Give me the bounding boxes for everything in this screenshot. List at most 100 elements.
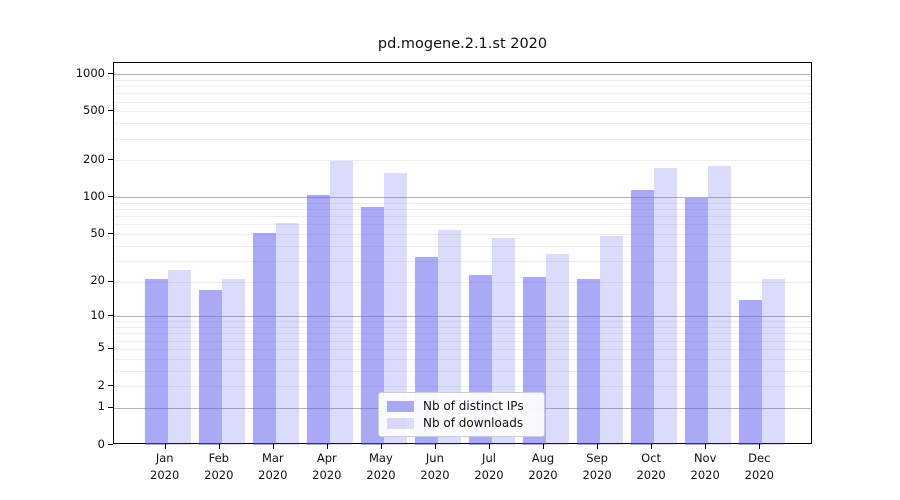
y-tick-label-5: 5: [97, 340, 105, 355]
legend-entry-downloads: Nb of downloads: [387, 416, 536, 430]
y-tick-label-500: 500: [83, 102, 105, 117]
y-tick-mark-2: [108, 385, 113, 387]
gridline-minor-7: [114, 333, 811, 335]
x-tick-mark-jul: [489, 444, 490, 449]
y-tick-label-200: 200: [83, 151, 105, 166]
gridline-minor-4: [114, 358, 811, 360]
bar-distinct-ips-may: [360, 207, 384, 445]
plot-area: [113, 62, 812, 445]
y-tick-mark-1: [108, 406, 113, 408]
x-tick-label-feb: Feb 2020: [204, 451, 234, 482]
x-tick-mark-nov: [705, 444, 707, 449]
gridline-minor-400: [114, 123, 811, 125]
gridline-minor-3: [114, 370, 811, 372]
legend-entry-distinct-ips: Nb of distinct IPs: [387, 399, 536, 413]
y-tick-mark-10: [108, 315, 113, 317]
legend-swatch-distinct-ips: [387, 400, 414, 412]
y-tick-label-50: 50: [90, 225, 105, 240]
gridline-minor-8: [114, 327, 811, 329]
x-tick-mark-jun: [434, 444, 436, 449]
y-tick-mark-5: [108, 347, 113, 349]
x-tick-label-dec: Dec 2020: [744, 451, 774, 482]
x-tick-mark-mar: [272, 444, 274, 449]
bar-downloads-mar: [275, 222, 299, 445]
gridline-minor-600: [114, 101, 811, 103]
bar-downloads-jan: [167, 270, 191, 445]
x-tick-label-jul: Jul 2020: [474, 451, 504, 482]
y-tick-label-20: 20: [90, 273, 105, 288]
bar-distinct-ips-oct: [631, 189, 655, 445]
bar-downloads-apr: [329, 161, 353, 445]
gridline-minor-20: [114, 281, 811, 283]
gridline-minor-40: [114, 245, 811, 247]
bar-distinct-ips-nov: [685, 197, 709, 445]
x-tick-label-nov: Nov 2020: [690, 451, 720, 482]
gridline-major-100: [114, 197, 811, 199]
x-tick-mark-dec: [759, 444, 761, 449]
bar-downloads-oct: [654, 167, 678, 445]
bar-downloads-dec: [762, 279, 786, 445]
y-tick-mark-500: [108, 110, 113, 112]
gridline-minor-500: [114, 111, 811, 113]
y-tick-mark-20: [108, 280, 113, 282]
y-tick-mark-0: [108, 444, 113, 445]
x-tick-label-may: May 2020: [366, 451, 396, 482]
bar-downloads-aug: [546, 254, 569, 445]
y-tick-mark-50: [108, 233, 113, 234]
gridline-minor-2: [114, 386, 811, 388]
gridline-major-10: [114, 316, 811, 318]
bar-distinct-ips-dec: [739, 299, 763, 445]
y-tick-mark-200: [108, 159, 113, 161]
legend-swatch-downloads: [387, 417, 414, 429]
chart-title: pd.mogene.2.1.st 2020: [377, 36, 548, 52]
gridline-minor-70: [114, 216, 811, 218]
gridline-minor-300: [114, 138, 811, 140]
y-tick-mark-1000: [108, 73, 113, 75]
y-tick-label-1000: 1000: [75, 65, 105, 80]
bar-distinct-ips-apr: [306, 194, 330, 445]
y-tick-label-10: 10: [90, 307, 105, 322]
gridline-minor-60: [114, 224, 811, 226]
bar-distinct-ips-mar: [252, 233, 276, 445]
x-tick-mark-jan: [164, 444, 166, 449]
y-tick-label-100: 100: [83, 188, 105, 203]
x-tick-mark-may: [380, 444, 382, 449]
gridline-minor-50: [114, 234, 811, 235]
bar-distinct-ips-jan: [144, 279, 168, 445]
gridline-minor-80: [114, 209, 811, 211]
y-tick-label-1: 1: [97, 399, 105, 414]
legend-label-distinct-ips: Nb of distinct IPs: [423, 399, 524, 413]
x-tick-mark-apr: [326, 444, 328, 449]
y-tick-mark-100: [108, 196, 113, 198]
gridline-minor-9: [114, 321, 811, 323]
x-tick-mark-feb: [218, 444, 220, 449]
gridline-minor-5: [114, 348, 811, 350]
gridline-minor-700: [114, 93, 811, 95]
bar-distinct-ips-feb: [198, 289, 222, 445]
gridline-minor-800: [114, 86, 811, 88]
bar-downloads-jun: [437, 230, 461, 445]
bar-downloads-sep: [600, 236, 624, 445]
x-tick-label-jun: Jun 2020: [420, 451, 450, 482]
gridline-minor-90: [114, 203, 811, 204]
x-tick-label-oct: Oct 2020: [636, 451, 666, 482]
bar-downloads-feb: [221, 279, 245, 445]
x-tick-label-jan: Jan 2020: [150, 451, 180, 482]
bar-downloads-nov: [708, 166, 732, 445]
gridline-minor-900: [114, 79, 811, 81]
x-tick-mark-aug: [543, 444, 544, 449]
x-tick-mark-sep: [597, 444, 599, 449]
bar-distinct-ips-sep: [577, 279, 601, 445]
gridline-major-1000: [114, 74, 811, 76]
legend-label-downloads: Nb of downloads: [423, 416, 524, 430]
gridline-minor-30: [114, 260, 811, 262]
gridline-minor-6: [114, 340, 811, 342]
x-tick-mark-oct: [651, 444, 653, 449]
x-tick-label-sep: Sep 2020: [582, 451, 612, 482]
x-tick-label-apr: Apr 2020: [312, 451, 342, 482]
y-tick-label-2: 2: [97, 377, 105, 392]
bar-downloads-may: [383, 173, 407, 445]
gridline-minor-200: [114, 160, 811, 162]
legend: Nb of distinct IPs Nb of downloads: [378, 392, 545, 437]
